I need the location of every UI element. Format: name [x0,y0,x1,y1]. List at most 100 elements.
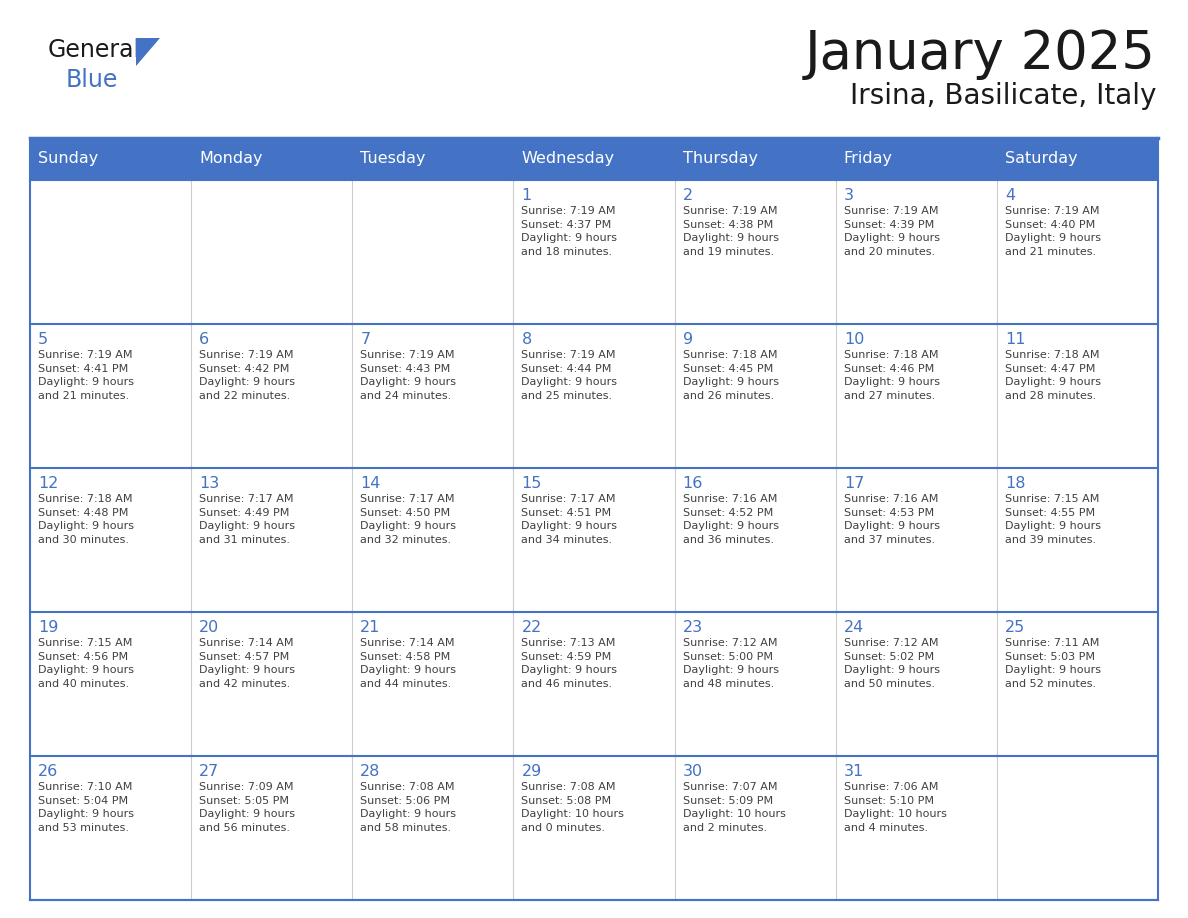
Bar [191,612,353,756]
Text: 10: 10 [843,332,864,347]
Text: Sunrise: 7:16 AM
Sunset: 4:53 PM
Daylight: 9 hours
and 37 minutes.: Sunrise: 7:16 AM Sunset: 4:53 PM Dayligh… [843,494,940,544]
Bar [191,756,353,900]
Text: 19: 19 [38,620,58,635]
Text: 26: 26 [38,764,58,779]
Text: Sunrise: 7:09 AM
Sunset: 5:05 PM
Daylight: 9 hours
and 56 minutes.: Sunrise: 7:09 AM Sunset: 5:05 PM Dayligh… [200,782,295,833]
Bar [997,180,1158,324]
Text: 29: 29 [522,764,542,779]
Text: Sunrise: 7:12 AM
Sunset: 5:00 PM
Daylight: 9 hours
and 48 minutes.: Sunrise: 7:12 AM Sunset: 5:00 PM Dayligh… [683,638,778,688]
Text: 25: 25 [1005,620,1025,635]
Text: Sunrise: 7:18 AM
Sunset: 4:46 PM
Daylight: 9 hours
and 27 minutes.: Sunrise: 7:18 AM Sunset: 4:46 PM Dayligh… [843,350,940,401]
Text: 2: 2 [683,188,693,203]
Text: 5: 5 [38,332,49,347]
Text: 27: 27 [200,764,220,779]
Bar [997,324,1158,468]
Bar [513,138,675,180]
Bar [191,468,353,612]
Text: 22: 22 [522,620,542,635]
Text: Sunrise: 7:19 AM
Sunset: 4:44 PM
Daylight: 9 hours
and 25 minutes.: Sunrise: 7:19 AM Sunset: 4:44 PM Dayligh… [522,350,618,401]
Bar [513,612,675,756]
Text: Monday: Monday [200,151,263,166]
Text: Sunrise: 7:06 AM
Sunset: 5:10 PM
Daylight: 10 hours
and 4 minutes.: Sunrise: 7:06 AM Sunset: 5:10 PM Dayligh… [843,782,947,833]
Bar [30,612,191,756]
Text: Sunrise: 7:14 AM
Sunset: 4:58 PM
Daylight: 9 hours
and 44 minutes.: Sunrise: 7:14 AM Sunset: 4:58 PM Dayligh… [360,638,456,688]
Text: Sunrise: 7:19 AM
Sunset: 4:41 PM
Daylight: 9 hours
and 21 minutes.: Sunrise: 7:19 AM Sunset: 4:41 PM Dayligh… [38,350,134,401]
Bar [513,756,675,900]
Text: Sunrise: 7:15 AM
Sunset: 4:56 PM
Daylight: 9 hours
and 40 minutes.: Sunrise: 7:15 AM Sunset: 4:56 PM Dayligh… [38,638,134,688]
Bar [675,612,835,756]
Text: 3: 3 [843,188,854,203]
Bar [835,180,997,324]
Text: Blue: Blue [67,68,119,92]
Text: Sunrise: 7:17 AM
Sunset: 4:51 PM
Daylight: 9 hours
and 34 minutes.: Sunrise: 7:17 AM Sunset: 4:51 PM Dayligh… [522,494,618,544]
Text: Sunrise: 7:18 AM
Sunset: 4:45 PM
Daylight: 9 hours
and 26 minutes.: Sunrise: 7:18 AM Sunset: 4:45 PM Dayligh… [683,350,778,401]
Text: Sunrise: 7:10 AM
Sunset: 5:04 PM
Daylight: 9 hours
and 53 minutes.: Sunrise: 7:10 AM Sunset: 5:04 PM Dayligh… [38,782,134,833]
Text: Sunrise: 7:19 AM
Sunset: 4:42 PM
Daylight: 9 hours
and 22 minutes.: Sunrise: 7:19 AM Sunset: 4:42 PM Dayligh… [200,350,295,401]
Bar [353,180,513,324]
Text: 23: 23 [683,620,703,635]
Text: Sunrise: 7:18 AM
Sunset: 4:47 PM
Daylight: 9 hours
and 28 minutes.: Sunrise: 7:18 AM Sunset: 4:47 PM Dayligh… [1005,350,1101,401]
Text: 15: 15 [522,476,542,491]
Text: Sunrise: 7:15 AM
Sunset: 4:55 PM
Daylight: 9 hours
and 39 minutes.: Sunrise: 7:15 AM Sunset: 4:55 PM Dayligh… [1005,494,1101,544]
Text: General: General [48,38,141,62]
Text: Tuesday: Tuesday [360,151,425,166]
Bar [191,324,353,468]
Text: Irsina, Basilicate, Italy: Irsina, Basilicate, Italy [849,82,1156,110]
Bar [191,180,353,324]
Text: 6: 6 [200,332,209,347]
Bar [835,324,997,468]
Bar [835,468,997,612]
Bar [997,138,1158,180]
Text: Thursday: Thursday [683,151,758,166]
Text: Sunrise: 7:17 AM
Sunset: 4:50 PM
Daylight: 9 hours
and 32 minutes.: Sunrise: 7:17 AM Sunset: 4:50 PM Dayligh… [360,494,456,544]
Bar [30,180,191,324]
Text: Sunrise: 7:13 AM
Sunset: 4:59 PM
Daylight: 9 hours
and 46 minutes.: Sunrise: 7:13 AM Sunset: 4:59 PM Dayligh… [522,638,618,688]
Bar [30,468,191,612]
Text: 8: 8 [522,332,532,347]
Text: Sunrise: 7:12 AM
Sunset: 5:02 PM
Daylight: 9 hours
and 50 minutes.: Sunrise: 7:12 AM Sunset: 5:02 PM Dayligh… [843,638,940,688]
Bar [675,468,835,612]
Text: 30: 30 [683,764,703,779]
Text: 7: 7 [360,332,371,347]
Text: Sunrise: 7:19 AM
Sunset: 4:43 PM
Daylight: 9 hours
and 24 minutes.: Sunrise: 7:19 AM Sunset: 4:43 PM Dayligh… [360,350,456,401]
Text: Wednesday: Wednesday [522,151,614,166]
Text: 11: 11 [1005,332,1025,347]
Bar [513,180,675,324]
Text: 20: 20 [200,620,220,635]
Text: Sunrise: 7:17 AM
Sunset: 4:49 PM
Daylight: 9 hours
and 31 minutes.: Sunrise: 7:17 AM Sunset: 4:49 PM Dayligh… [200,494,295,544]
Text: 24: 24 [843,620,864,635]
Text: Sunrise: 7:19 AM
Sunset: 4:39 PM
Daylight: 9 hours
and 20 minutes.: Sunrise: 7:19 AM Sunset: 4:39 PM Dayligh… [843,206,940,257]
Bar [997,756,1158,900]
Bar [353,756,513,900]
Bar [30,138,191,180]
Bar [997,612,1158,756]
Bar [675,756,835,900]
Bar [675,324,835,468]
Text: 21: 21 [360,620,380,635]
Text: Sunrise: 7:19 AM
Sunset: 4:40 PM
Daylight: 9 hours
and 21 minutes.: Sunrise: 7:19 AM Sunset: 4:40 PM Dayligh… [1005,206,1101,257]
Bar [835,756,997,900]
Polygon shape [135,38,160,66]
Text: January 2025: January 2025 [805,28,1156,80]
Text: Sunrise: 7:14 AM
Sunset: 4:57 PM
Daylight: 9 hours
and 42 minutes.: Sunrise: 7:14 AM Sunset: 4:57 PM Dayligh… [200,638,295,688]
Text: Friday: Friday [843,151,892,166]
Bar [353,612,513,756]
Bar [513,468,675,612]
Text: 14: 14 [360,476,380,491]
Bar [513,324,675,468]
Text: Sunrise: 7:19 AM
Sunset: 4:37 PM
Daylight: 9 hours
and 18 minutes.: Sunrise: 7:19 AM Sunset: 4:37 PM Dayligh… [522,206,618,257]
Bar [675,180,835,324]
Text: Saturday: Saturday [1005,151,1078,166]
Text: Sunrise: 7:11 AM
Sunset: 5:03 PM
Daylight: 9 hours
and 52 minutes.: Sunrise: 7:11 AM Sunset: 5:03 PM Dayligh… [1005,638,1101,688]
Text: Sunrise: 7:19 AM
Sunset: 4:38 PM
Daylight: 9 hours
and 19 minutes.: Sunrise: 7:19 AM Sunset: 4:38 PM Dayligh… [683,206,778,257]
Text: 17: 17 [843,476,864,491]
Bar [191,138,353,180]
Text: Sunrise: 7:16 AM
Sunset: 4:52 PM
Daylight: 9 hours
and 36 minutes.: Sunrise: 7:16 AM Sunset: 4:52 PM Dayligh… [683,494,778,544]
Text: 1: 1 [522,188,532,203]
Text: 12: 12 [38,476,58,491]
Bar [30,756,191,900]
Text: 16: 16 [683,476,703,491]
Bar [835,138,997,180]
Bar [353,468,513,612]
Text: Sunrise: 7:18 AM
Sunset: 4:48 PM
Daylight: 9 hours
and 30 minutes.: Sunrise: 7:18 AM Sunset: 4:48 PM Dayligh… [38,494,134,544]
